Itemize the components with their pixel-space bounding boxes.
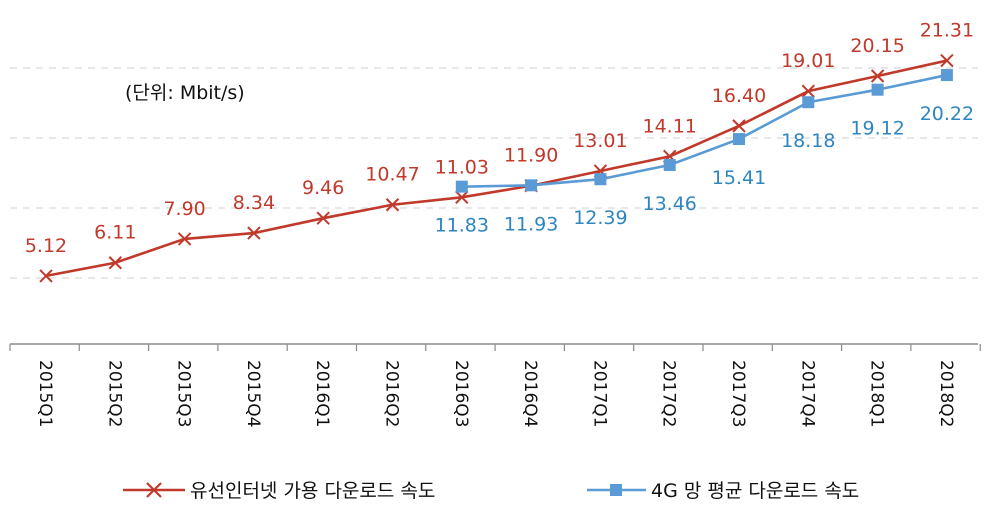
legend-label-4g: 4G 망 평균 다운로드 속도 bbox=[651, 480, 859, 502]
data-label-4g: 20.22 bbox=[920, 103, 974, 125]
data-label-wired: 9.46 bbox=[302, 177, 344, 199]
data-label-4g: 15.41 bbox=[712, 167, 766, 189]
point-wired bbox=[385, 198, 400, 212]
legend: 유선인터넷 가용 다운로드 속도 4G 망 평균 다운로드 속도 bbox=[123, 480, 859, 502]
point-wired bbox=[801, 84, 816, 98]
point-wired bbox=[247, 226, 261, 240]
legend-label-wired: 유선인터넷 가용 다운로드 속도 bbox=[190, 480, 435, 502]
point-wired bbox=[177, 232, 192, 246]
x-tick-label: 2015Q3 bbox=[174, 360, 194, 427]
point-4g bbox=[871, 83, 884, 96]
data-label-wired: 5.12 bbox=[25, 235, 67, 257]
x-tick-label: 2017Q1 bbox=[589, 360, 609, 427]
x-tick-label: 2017Q3 bbox=[728, 360, 748, 427]
point-4g bbox=[940, 69, 953, 82]
x-tick-labels: 2015Q1 2015Q2 2015Q3 2015Q4 2016Q1 2016Q2 2016… bbox=[35, 360, 956, 427]
x-tick-label: 2015Q1 bbox=[35, 360, 55, 427]
data-label-4g: 12.39 bbox=[573, 207, 627, 229]
grid-lines bbox=[10, 67, 978, 279]
series-line-4g bbox=[461, 73, 948, 188]
data-label-wired: 20.15 bbox=[850, 35, 904, 57]
point-4g bbox=[802, 96, 815, 109]
point-4g bbox=[663, 158, 676, 171]
x-tick-label: 2017Q2 bbox=[659, 360, 679, 427]
data-label-4g: 19.12 bbox=[850, 118, 904, 140]
data-label-wired: 6.11 bbox=[94, 222, 136, 244]
series-layer bbox=[39, 53, 954, 283]
series-line-wired bbox=[45, 59, 948, 278]
data-label-wired: 10.47 bbox=[365, 164, 419, 186]
data-label-4g: 18.18 bbox=[781, 130, 835, 152]
data-label-wired: 19.01 bbox=[781, 50, 835, 72]
data-label-wired: 8.34 bbox=[233, 192, 275, 214]
legend-item-4g: 4G 망 평균 다운로드 속도 bbox=[587, 480, 859, 502]
data-label-wired: 21.31 bbox=[920, 20, 974, 42]
point-4g bbox=[525, 179, 538, 192]
data-label-wired: 13.01 bbox=[573, 130, 627, 152]
point-wired bbox=[732, 119, 746, 133]
point-4g bbox=[594, 173, 607, 186]
x-tick-label: 2018Q2 bbox=[936, 360, 956, 427]
x-axis-ticks bbox=[9, 344, 981, 351]
point-4g bbox=[733, 133, 745, 146]
data-label-4g: 11.83 bbox=[435, 215, 489, 237]
point-4g bbox=[455, 180, 468, 193]
point-wired bbox=[108, 256, 123, 270]
x-tick-label: 2016Q4 bbox=[520, 360, 540, 427]
x-tick-label: 2016Q3 bbox=[451, 360, 471, 427]
unit-note: (단위: Mbit/s) bbox=[125, 82, 245, 104]
data-label-4g: 11.93 bbox=[504, 213, 558, 235]
data-label-wired: 11.03 bbox=[435, 156, 489, 178]
data-label-wired: 11.90 bbox=[504, 145, 558, 167]
x-tick-label: 2015Q2 bbox=[104, 360, 124, 427]
data-label-4g: 13.46 bbox=[642, 193, 696, 215]
legend-item-wired: 유선인터넷 가용 다운로드 속도 bbox=[123, 480, 435, 502]
data-label-wired: 16.40 bbox=[712, 85, 766, 107]
point-wired bbox=[39, 269, 53, 283]
x-tick-label: 2015Q4 bbox=[243, 360, 263, 427]
x-tick-label: 2016Q2 bbox=[382, 360, 402, 427]
point-wired bbox=[870, 69, 885, 83]
point-wired bbox=[455, 190, 469, 205]
x-tick-label: 2017Q4 bbox=[797, 360, 817, 427]
data-label-wired: 14.11 bbox=[642, 115, 696, 137]
point-wired bbox=[940, 53, 954, 68]
data-labels: 5.12 6.11 7.90 8.34 9.46 10.47 11.03 11.90 13.01… bbox=[25, 20, 974, 257]
x-tick-label: 2016Q1 bbox=[312, 360, 332, 427]
x-tick-label: 2018Q1 bbox=[867, 360, 887, 427]
data-label-wired: 7.90 bbox=[163, 198, 205, 220]
point-wired bbox=[316, 211, 330, 225]
